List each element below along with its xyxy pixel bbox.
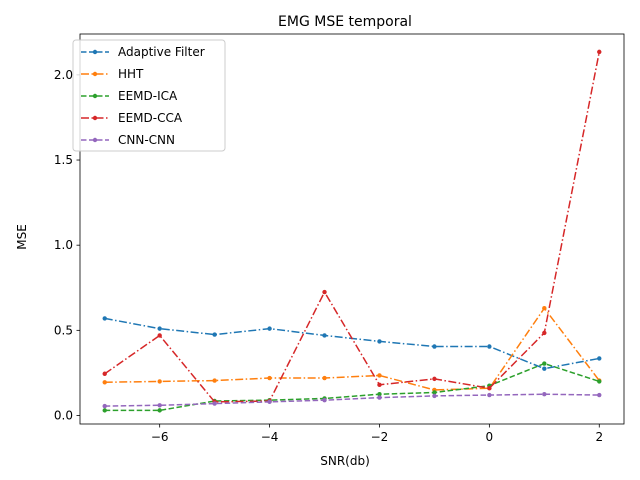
- data-point: [487, 392, 492, 398]
- data-point: [597, 392, 602, 398]
- data-point: [102, 403, 107, 409]
- data-point: [487, 344, 492, 349]
- data-point: [157, 408, 162, 413]
- legend-label: Adaptive Filter: [118, 45, 205, 59]
- data-point: [487, 386, 492, 391]
- data-point: [432, 390, 437, 395]
- data-point: [157, 379, 162, 384]
- data-point: [322, 333, 327, 338]
- legend-marker: [92, 49, 98, 55]
- data-point: [212, 401, 217, 406]
- legend-label: EEMD-CCA: [118, 111, 183, 125]
- data-point: [597, 356, 602, 361]
- y-tick-label: 1.5: [54, 153, 73, 167]
- data-point: [542, 305, 547, 311]
- legend-marker: [92, 115, 98, 121]
- data-point: [322, 375, 327, 381]
- data-point: [597, 379, 602, 384]
- x-axis-title: SNR(db): [320, 454, 370, 468]
- data-point: [542, 361, 547, 366]
- x-tick-label: −4: [261, 430, 279, 444]
- data-point: [432, 376, 437, 382]
- legend: Adaptive Filter HHT EEMD-ICA EEMD-CCA CNN-CN…: [72, 39, 226, 152]
- y-axis-title: MSE: [15, 224, 29, 250]
- chart-title: EMG MSE temporal: [278, 14, 412, 30]
- series-line-4: [104, 393, 600, 407]
- series-layer: [102, 49, 602, 413]
- data-point: [432, 393, 437, 399]
- x-tick-label: 0: [486, 430, 494, 444]
- data-point: [377, 391, 382, 397]
- data-point: [212, 378, 217, 383]
- legend-frame: [72, 39, 226, 152]
- y-tick-label: 0.0: [54, 408, 73, 422]
- legend-marker: [92, 93, 98, 99]
- legend-label: HHT: [118, 67, 144, 81]
- y-tick-label: 2.0: [54, 68, 73, 82]
- y-tick-label: 1.0: [54, 238, 73, 252]
- data-point: [102, 371, 107, 376]
- data-point: [597, 49, 602, 55]
- data-point: [267, 326, 272, 331]
- series-line-1: [104, 306, 600, 391]
- data-point: [102, 408, 107, 413]
- y-tick-label: 0.5: [54, 323, 73, 337]
- data-point: [267, 375, 272, 381]
- data-point: [322, 397, 327, 403]
- series-line-3: [104, 51, 601, 403]
- data-point: [377, 382, 382, 388]
- legend-marker: [92, 137, 98, 143]
- legend-label: CNN-CNN: [118, 133, 175, 147]
- data-point: [542, 330, 547, 336]
- legend-label: EEMD-ICA: [118, 89, 178, 103]
- data-point: [542, 391, 547, 397]
- x-tick-label: 2: [595, 430, 603, 444]
- data-point: [542, 366, 547, 371]
- axes-layer: −6 −4 −2 0 2 0.0 0.5 1.0 1.5 2.0: [54, 33, 625, 444]
- data-point: [157, 326, 162, 331]
- data-point: [377, 373, 382, 378]
- plot-frame: [79, 33, 625, 425]
- data-point: [157, 403, 162, 408]
- data-point: [377, 339, 382, 344]
- series-line-2: [104, 362, 600, 412]
- series-line-0: [104, 317, 600, 370]
- data-point: [267, 399, 272, 405]
- data-point: [432, 344, 437, 349]
- data-point: [157, 333, 162, 338]
- data-point: [102, 380, 107, 385]
- legend-marker: [92, 71, 98, 77]
- data-point: [102, 316, 107, 321]
- data-point: [212, 332, 217, 337]
- data-point: [377, 395, 382, 400]
- data-point: [322, 289, 327, 295]
- x-tick-label: −2: [371, 430, 389, 444]
- x-tick-label: −6: [151, 430, 169, 444]
